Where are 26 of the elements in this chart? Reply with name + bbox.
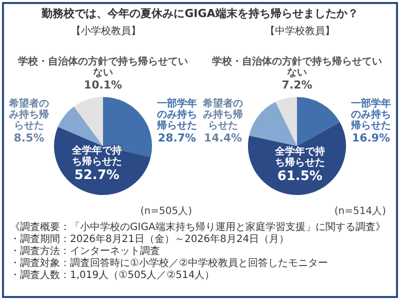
slice-label: 一部学年のみ持ち帰らせた [156, 98, 197, 132]
slice-label: 学校・自治体の方針で持ち帰らせていない [212, 56, 382, 79]
text: (n=505人) [140, 205, 192, 218]
slice-label: 希望者のみ持ち帰らせた [202, 98, 243, 132]
data-label: 14.4% [204, 131, 242, 144]
slice-label: 学校・自治体の方針で持ち帰らせていない [18, 56, 188, 79]
data-label: 8.5% [14, 131, 44, 144]
slice-label: 全学年で持ち帰らせた [274, 145, 325, 168]
slice-label: 希望者のみ持ち帰らせた [8, 98, 49, 132]
text: (n=514人) [334, 205, 386, 218]
chart-subtitle: 【中学校教員】 [264, 24, 336, 38]
text: ・調査期間：2026年8月21日（金）～2026年8月24日（月） [10, 234, 290, 246]
data-label: 61.5% [277, 168, 322, 184]
data-label: 16.9% [352, 131, 390, 144]
chart-subtitle: 【小学校教員】 [70, 24, 142, 38]
data-label: 7.2% [282, 78, 312, 92]
text: ・調査対象：調査回答時に①小学校／②中学校教員と回答したモニター [10, 258, 328, 270]
chart-title: 勤務校では、今年の夏休みにGIGA端末を持ち帰らせましたか？ [40, 6, 360, 21]
data-label: 28.7% [158, 131, 196, 144]
data-label: 10.1% [84, 78, 122, 92]
text: 《調査概要：「小中学校のGIGA端末持ち帰り運用と家庭学習支援」に関する調査》 [10, 222, 386, 234]
slice-label: 一部学年のみ持ち帰らせた [350, 98, 391, 132]
data-label: 52.7% [74, 168, 120, 183]
slice-label: 全学年で持ち帰らせた [70, 144, 122, 168]
text: ・調査方法：インターネット調査 [10, 246, 160, 258]
text: ・調査人数：1,019人（①505人／②514人） [10, 270, 215, 282]
